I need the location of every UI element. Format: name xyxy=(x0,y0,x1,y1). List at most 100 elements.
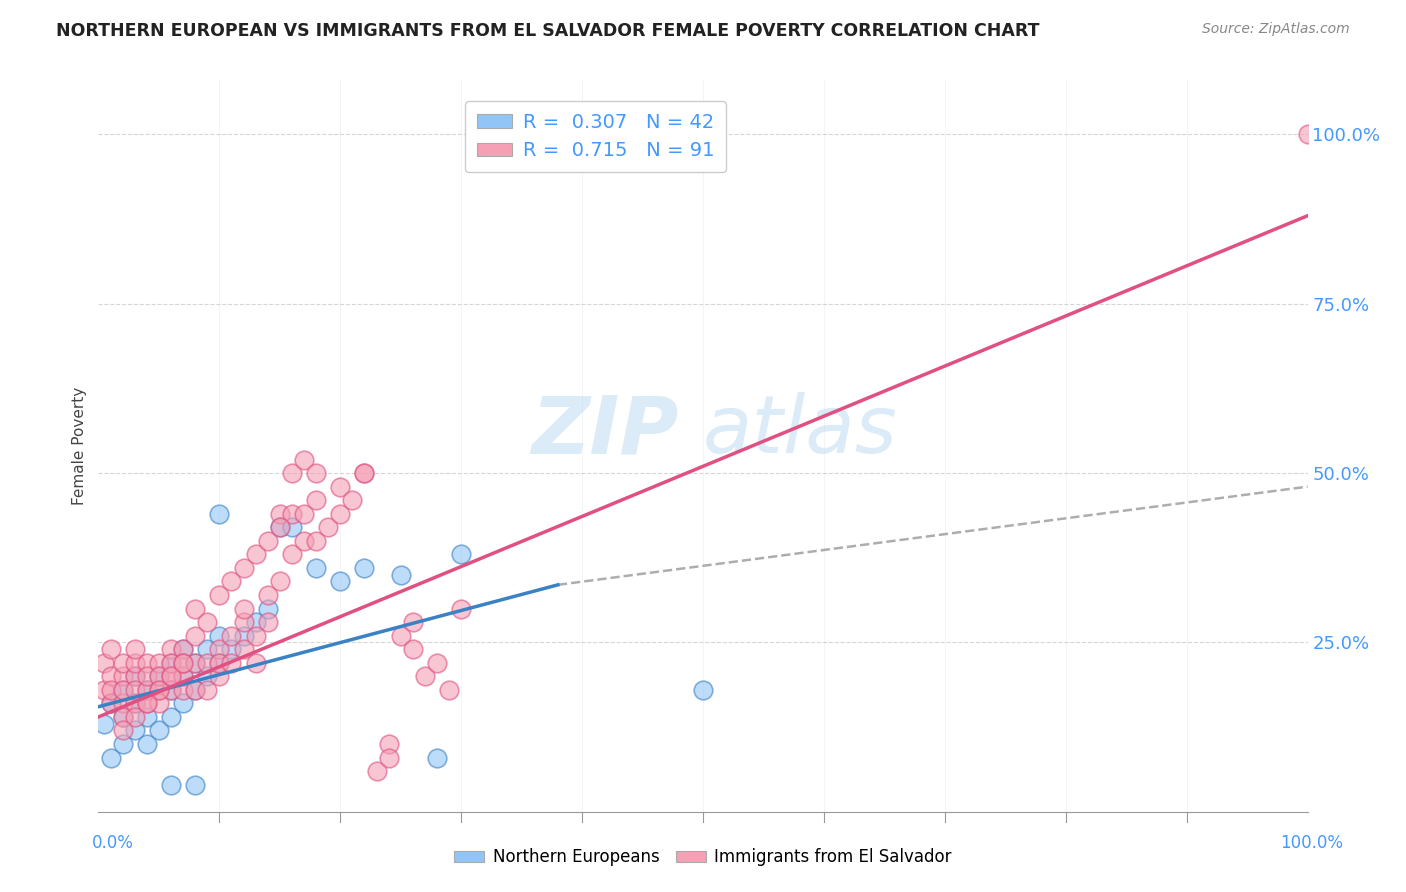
Point xyxy=(135,682,157,697)
Text: NORTHERN EUROPEAN VS IMMIGRANTS FROM EL SALVADOR FEMALE POVERTY CORRELATION CHAR: NORTHERN EUROPEAN VS IMMIGRANTS FROM EL … xyxy=(56,22,1040,40)
Point xyxy=(269,520,291,534)
Point xyxy=(100,697,122,711)
Point xyxy=(172,656,194,670)
Point xyxy=(305,466,328,480)
Point xyxy=(232,642,254,657)
Point xyxy=(245,547,267,561)
Point xyxy=(160,656,183,670)
Point xyxy=(377,737,399,751)
Text: 100.0%: 100.0% xyxy=(1279,834,1343,852)
Point xyxy=(111,682,134,697)
Point xyxy=(208,656,231,670)
Point xyxy=(184,656,207,670)
Point xyxy=(184,656,207,670)
Point xyxy=(195,615,218,629)
Point xyxy=(232,561,254,575)
Point xyxy=(269,520,291,534)
Point xyxy=(389,629,412,643)
Point xyxy=(160,656,183,670)
Point xyxy=(195,642,218,657)
Point xyxy=(148,682,170,697)
Point xyxy=(195,656,218,670)
Point xyxy=(389,567,412,582)
Point xyxy=(111,656,134,670)
Point xyxy=(377,750,399,764)
Point xyxy=(245,615,267,629)
Point xyxy=(402,642,425,657)
Point xyxy=(111,697,134,711)
Point xyxy=(1296,128,1319,142)
Point xyxy=(111,710,134,724)
Point xyxy=(281,520,304,534)
Point xyxy=(281,547,304,561)
Point xyxy=(100,750,122,764)
Point xyxy=(124,723,146,738)
Point xyxy=(172,669,194,683)
Point xyxy=(208,507,231,521)
Point xyxy=(437,682,460,697)
Text: Source: ZipAtlas.com: Source: ZipAtlas.com xyxy=(1202,22,1350,37)
Point xyxy=(124,642,146,657)
Text: 0.0%: 0.0% xyxy=(91,834,134,852)
Point xyxy=(195,669,218,683)
Point xyxy=(111,682,134,697)
Point xyxy=(292,533,315,548)
Point xyxy=(135,737,157,751)
Point xyxy=(172,642,194,657)
Point xyxy=(329,574,352,589)
Point xyxy=(172,669,194,683)
Point xyxy=(426,750,449,764)
Point xyxy=(93,656,115,670)
Point xyxy=(160,669,183,683)
Point xyxy=(342,493,364,508)
Point xyxy=(148,682,170,697)
Point xyxy=(184,682,207,697)
Point xyxy=(305,493,328,508)
Point xyxy=(160,669,183,683)
Point xyxy=(184,682,207,697)
Point xyxy=(329,507,352,521)
Point xyxy=(413,669,436,683)
Point xyxy=(329,480,352,494)
Point xyxy=(148,669,170,683)
Point xyxy=(195,682,218,697)
Point xyxy=(135,669,157,683)
Legend: Northern Europeans, Immigrants from El Salvador: Northern Europeans, Immigrants from El S… xyxy=(447,842,959,873)
Point xyxy=(245,656,267,670)
Y-axis label: Female Poverty: Female Poverty xyxy=(72,387,87,505)
Point xyxy=(111,737,134,751)
Point xyxy=(124,697,146,711)
Point xyxy=(184,629,207,643)
Point xyxy=(256,533,278,548)
Point xyxy=(124,669,146,683)
Point xyxy=(221,629,243,643)
Point xyxy=(269,574,291,589)
Point xyxy=(111,669,134,683)
Point xyxy=(366,764,388,778)
Point xyxy=(100,669,122,683)
Point xyxy=(148,656,170,670)
Point xyxy=(124,669,146,683)
Point xyxy=(160,682,183,697)
Point xyxy=(316,520,339,534)
Point xyxy=(245,629,267,643)
Point xyxy=(305,561,328,575)
Point xyxy=(208,669,231,683)
Point xyxy=(292,507,315,521)
Point xyxy=(692,682,714,697)
Point xyxy=(281,507,304,521)
Point xyxy=(124,710,146,724)
Point xyxy=(256,588,278,602)
Point xyxy=(221,642,243,657)
Point xyxy=(100,697,122,711)
Point xyxy=(232,601,254,615)
Point xyxy=(124,682,146,697)
Point xyxy=(184,778,207,792)
Point xyxy=(124,656,146,670)
Point xyxy=(172,697,194,711)
Point xyxy=(450,601,472,615)
Text: ZIP: ZIP xyxy=(531,392,679,470)
Point xyxy=(135,710,157,724)
Point xyxy=(148,723,170,738)
Point xyxy=(221,656,243,670)
